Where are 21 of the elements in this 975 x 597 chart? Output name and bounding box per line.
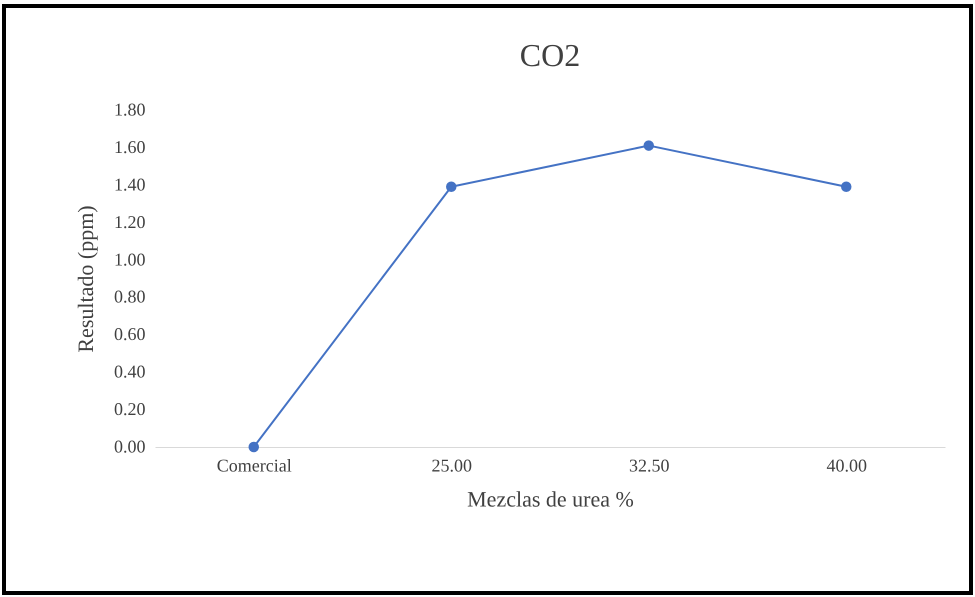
x-tick-label: 32.50 <box>629 456 670 476</box>
y-tick-label: 0.00 <box>114 436 146 456</box>
y-tick-label: 1.60 <box>114 136 146 157</box>
point <box>644 140 654 151</box>
y-tick-label: 1.20 <box>114 212 146 232</box>
x-tick-label: 25.00 <box>432 456 472 476</box>
point <box>446 182 456 192</box>
y-axis-title: Resultado (ppm) <box>73 205 98 353</box>
point <box>841 182 852 192</box>
y-tick-label: 0.60 <box>114 324 146 344</box>
x-tick-label: 40.00 <box>826 456 867 476</box>
y-tick-label: 0.40 <box>114 362 146 382</box>
y-tick-label: 0.20 <box>114 399 146 420</box>
y-tick-label: 1.80 <box>114 100 146 120</box>
point <box>248 442 259 452</box>
chart-title: CO2 <box>520 37 580 73</box>
y-tick-label: 1.00 <box>114 249 146 270</box>
x-axis-title: Mezclas de urea % <box>467 486 634 512</box>
x-tick-label: Comercial <box>216 456 292 476</box>
y-tick-label: 0.80 <box>114 286 146 307</box>
y-tick-label: 1.40 <box>114 174 146 194</box>
